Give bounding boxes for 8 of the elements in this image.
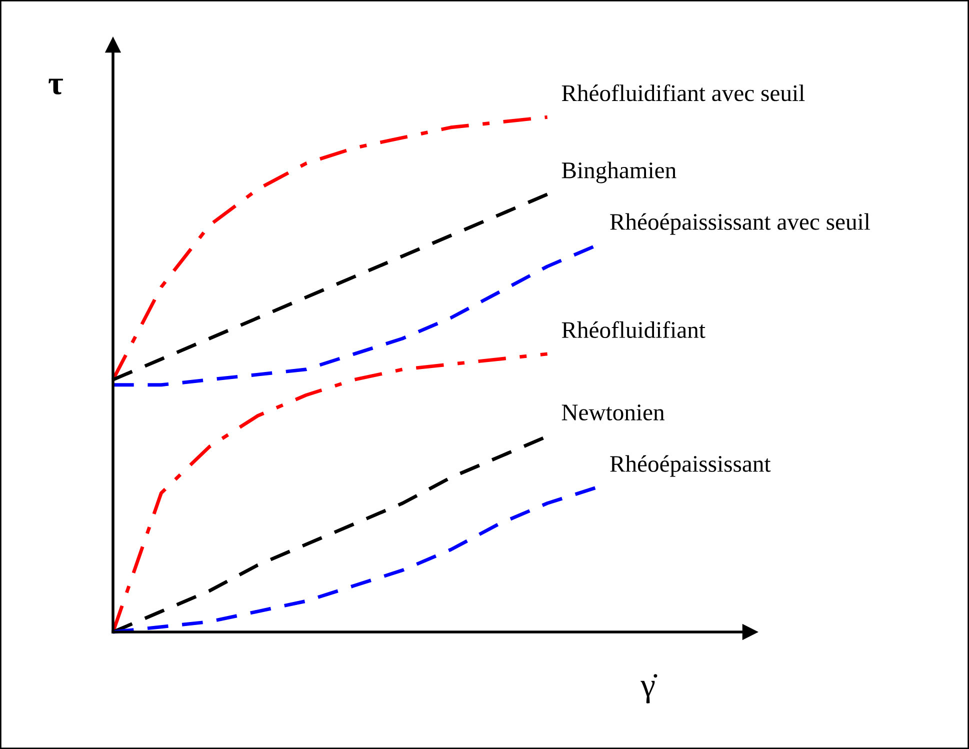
series-label: Binghamien (562, 162, 676, 184)
series-label: Newtonien (562, 404, 664, 420)
series-label: Rhéofluidifiant avec seuil (562, 84, 805, 102)
series-label: Rhéofluidifiant (562, 321, 706, 338)
series-label: Rhéoépaississant avec seuil (610, 213, 870, 235)
x-axis-title: γ̇ (640, 674, 658, 704)
series-label: Rhéoépaississant (610, 455, 771, 477)
y-axis-title: τ (48, 78, 63, 94)
